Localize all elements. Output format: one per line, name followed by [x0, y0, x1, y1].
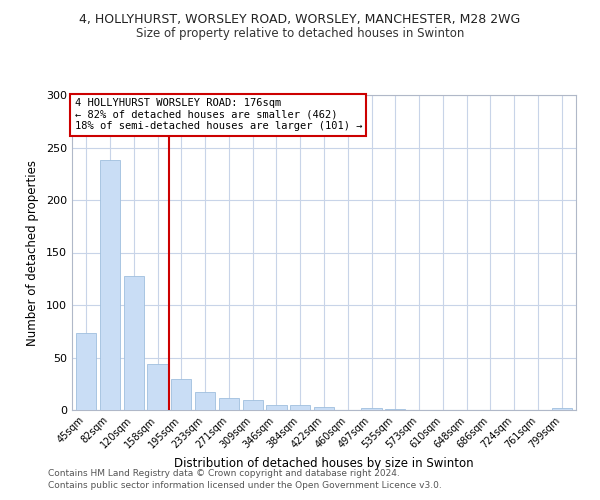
Bar — [551, 408, 572, 410]
Text: Size of property relative to detached houses in Swinton: Size of property relative to detached ho… — [136, 28, 464, 40]
Bar — [314, 407, 334, 410]
Bar — [242, 400, 263, 410]
Text: 4, HOLLYHURST, WORSLEY ROAD, WORSLEY, MANCHESTER, M28 2WG: 4, HOLLYHURST, WORSLEY ROAD, WORSLEY, MA… — [79, 12, 521, 26]
Bar — [124, 276, 144, 410]
Bar — [100, 160, 120, 410]
Text: Contains HM Land Registry data © Crown copyright and database right 2024.: Contains HM Land Registry data © Crown c… — [48, 468, 400, 477]
Bar — [290, 405, 310, 410]
Bar — [148, 364, 167, 410]
Y-axis label: Number of detached properties: Number of detached properties — [26, 160, 39, 346]
Bar — [361, 408, 382, 410]
Text: 4 HOLLYHURST WORSLEY ROAD: 176sqm
← 82% of detached houses are smaller (462)
18%: 4 HOLLYHURST WORSLEY ROAD: 176sqm ← 82% … — [74, 98, 362, 132]
Bar — [385, 409, 406, 410]
X-axis label: Distribution of detached houses by size in Swinton: Distribution of detached houses by size … — [174, 456, 474, 469]
Bar — [195, 392, 215, 410]
Bar — [76, 334, 97, 410]
Bar — [171, 378, 191, 410]
Text: Contains public sector information licensed under the Open Government Licence v3: Contains public sector information licen… — [48, 481, 442, 490]
Bar — [219, 398, 239, 410]
Bar — [266, 405, 287, 410]
